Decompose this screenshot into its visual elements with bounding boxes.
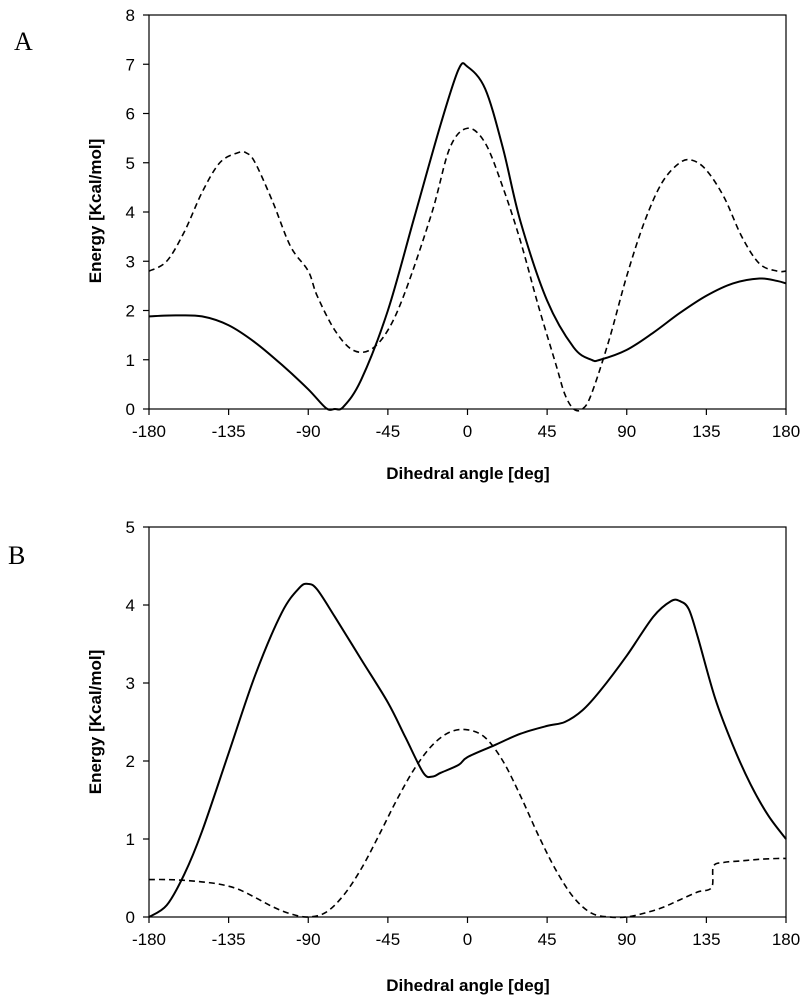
x-tick-label-b: -90	[296, 930, 321, 949]
series-line-dashed-a	[148, 127, 787, 412]
panel-a: A Dihedral angle [deg] Energy [Kcal/mol]…	[14, 6, 800, 483]
y-tick-label-b: 0	[126, 908, 135, 927]
x-axis-title-b: Dihedral angle [deg]	[386, 976, 549, 995]
y-tick-label-b: 3	[126, 674, 135, 693]
x-tick-label-a: -90	[296, 422, 321, 441]
y-tick-label-a: 8	[126, 6, 135, 25]
x-tick-label-b: 0	[463, 930, 472, 949]
x-tick-label-a: -45	[376, 422, 401, 441]
y-tick-label-a: 7	[126, 55, 135, 74]
series-line-solid-a	[148, 62, 787, 411]
x-tick-label-b: 135	[692, 930, 720, 949]
series-line-solid-b	[148, 582, 787, 918]
plot-frame-a	[148, 14, 787, 410]
x-tick-label-a: -135	[212, 422, 246, 441]
y-tick-label-b: 4	[126, 596, 135, 615]
y-tick-label-a: 1	[126, 351, 135, 370]
x-tick-label-b: -45	[376, 930, 401, 949]
y-tick-label-b: 5	[126, 518, 135, 537]
y-tick-label-a: 0	[126, 400, 135, 419]
y-tick-label-b: 1	[126, 830, 135, 849]
y-tick-label-b: 2	[126, 752, 135, 771]
plot-frame-b	[148, 526, 787, 918]
x-tick-label-b: 180	[772, 930, 800, 949]
x-tick-label-b: -180	[132, 930, 166, 949]
x-tick-label-a: 180	[772, 422, 800, 441]
y-tick-label-a: 4	[126, 203, 135, 222]
panel-b: B Dihedral angle [deg] Energy [Kcal/mol]…	[8, 518, 800, 995]
x-tick-label-a: 90	[617, 422, 636, 441]
x-tick-label-a: 45	[538, 422, 557, 441]
panel-label-a: A	[14, 27, 33, 56]
x-tick-label-a: 135	[692, 422, 720, 441]
y-axis-title-b: Energy [Kcal/mol]	[86, 650, 105, 795]
x-tick-label-b: 45	[538, 930, 557, 949]
y-axis-title-a: Energy [Kcal/mol]	[86, 139, 105, 284]
y-tick-label-a: 2	[126, 302, 135, 321]
y-tick-label-a: 3	[126, 252, 135, 271]
x-axis-title-a: Dihedral angle [deg]	[386, 464, 549, 483]
x-tick-label-b: -135	[212, 930, 246, 949]
series-line-dashed-b	[148, 728, 787, 919]
x-tick-label-a: 0	[463, 422, 472, 441]
y-tick-label-a: 6	[126, 105, 135, 124]
x-tick-label-b: 90	[617, 930, 636, 949]
y-tick-label-a: 5	[126, 154, 135, 173]
x-tick-label-a: -180	[132, 422, 166, 441]
panel-label-b: B	[8, 541, 25, 570]
